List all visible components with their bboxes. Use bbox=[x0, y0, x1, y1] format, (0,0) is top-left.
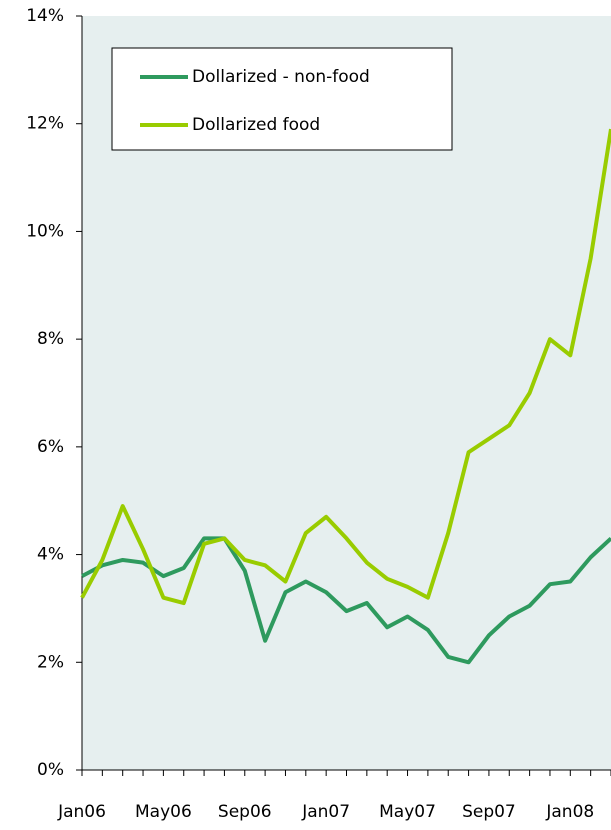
x-tick-label: May07 bbox=[379, 802, 436, 822]
x-tick-label: Sep07 bbox=[462, 802, 516, 822]
series-line bbox=[81, 536, 611, 665]
y-tick-label: 10% bbox=[26, 221, 64, 241]
legend-label: Dollarized - non-food bbox=[192, 67, 370, 87]
y-tick-label: 0% bbox=[37, 760, 64, 780]
x-tick-label: Sep06 bbox=[218, 802, 272, 822]
y-tick-label: 2% bbox=[37, 652, 64, 672]
y-tick-label: 14% bbox=[26, 6, 64, 26]
series-line bbox=[80, 128, 611, 606]
x-tick-label: Jan07 bbox=[301, 802, 350, 822]
x-tick-label: Jan06 bbox=[57, 802, 106, 822]
legend-label: Dollarized food bbox=[192, 115, 320, 135]
y-tick-label: 12% bbox=[26, 114, 64, 134]
x-tick-label: Jan08 bbox=[545, 802, 594, 822]
y-tick-label: 6% bbox=[37, 437, 64, 457]
x-tick-label: May06 bbox=[135, 802, 192, 822]
y-tick-label: 4% bbox=[37, 545, 64, 565]
y-tick-label: 8% bbox=[37, 329, 64, 349]
legend-box bbox=[111, 47, 453, 151]
